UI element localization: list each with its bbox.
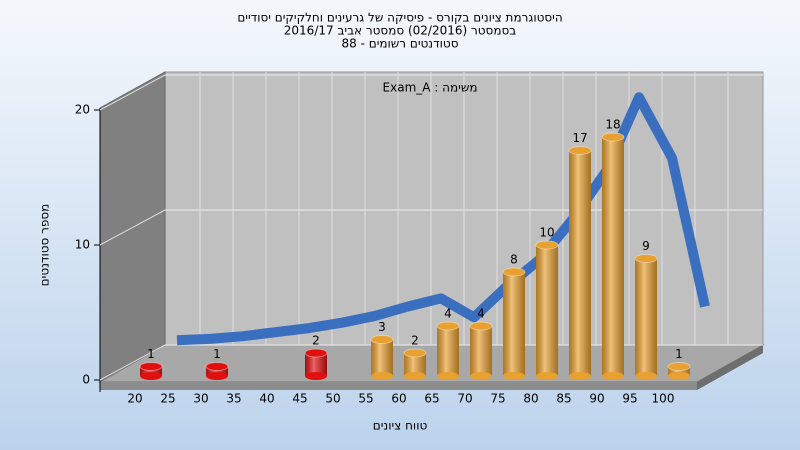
x-tick-label: 30 (193, 392, 208, 406)
x-tick-label: 35 (226, 392, 241, 406)
x-tick-label: 50 (325, 392, 340, 406)
bar-base (635, 372, 657, 380)
bar-base (503, 372, 525, 380)
floor (98, 344, 765, 383)
bar-top (304, 348, 328, 358)
chart-subtitle: בסמסטר (02/2016) סמסטר אביב 2016/17 (284, 24, 516, 38)
data-label: 1 (147, 347, 155, 361)
bar-base (536, 372, 558, 380)
x-tick-label: 90 (589, 392, 604, 406)
bar-shade (404, 353, 426, 376)
bar-shade (470, 326, 492, 376)
x-tick-label: 45 (292, 392, 307, 406)
bar-top (403, 348, 427, 358)
bar-shade (503, 272, 525, 376)
data-label: 18 (605, 118, 620, 132)
data-label: 17 (572, 131, 587, 145)
chart-title: היסטוגרמת ציונים בקורס - פיסיקה של גרעינ… (237, 11, 562, 25)
x-tick-label: 20 (127, 392, 142, 406)
bar-shade (140, 366, 162, 376)
data-label: 10 (539, 226, 554, 240)
data-label: 2 (312, 334, 320, 348)
x-tick-label: 75 (490, 392, 505, 406)
bar-base (569, 372, 591, 380)
grid-line (99, 209, 166, 246)
bar-shade (305, 353, 327, 376)
data-label: 4 (477, 307, 485, 321)
bar-top (436, 321, 460, 331)
x-tick-label: 40 (259, 392, 274, 406)
bar-shade (371, 339, 393, 376)
bar-base (305, 372, 327, 380)
y-tick-label: 20 (75, 103, 90, 117)
bar-top (370, 335, 394, 344)
bar-top (568, 146, 592, 155)
bar-shade (206, 366, 228, 376)
bar-top (205, 362, 229, 371)
x-tick-label: 55 (358, 392, 373, 406)
grid-line (99, 344, 166, 381)
bar-shade (668, 366, 690, 376)
bar-top (535, 240, 559, 250)
bar-shade (536, 245, 558, 376)
data-label: 1 (675, 347, 683, 361)
x-tick-label: 85 (556, 392, 571, 406)
floor-side (697, 345, 763, 390)
y-axis-label: מספר סטודנטים (38, 204, 52, 287)
bar-base (437, 372, 459, 380)
bar-top (667, 362, 691, 371)
data-label: 2 (411, 334, 419, 348)
bar-top (601, 132, 625, 142)
chart-subtitle: סטודנטים רשומים - 88 (341, 37, 458, 51)
bar-base (470, 372, 492, 380)
bar-base (404, 372, 426, 380)
floor-edge (100, 382, 697, 390)
data-label: 8 (510, 253, 518, 267)
bar-base (602, 372, 624, 380)
data-label: 4 (444, 307, 452, 321)
bar-shade (437, 326, 459, 376)
bar-base (371, 372, 393, 380)
bar-base (206, 372, 228, 380)
data-label: 9 (642, 239, 650, 253)
y-tick-label: 10 (75, 238, 90, 252)
bar-top (502, 267, 526, 277)
annotation: משימה : Exam_A (383, 81, 478, 95)
bar-top (139, 362, 163, 371)
x-tick-label: 100 (652, 392, 675, 406)
bar-base (140, 372, 162, 380)
x-tick-label: 80 (523, 392, 538, 406)
bar-top (469, 321, 493, 331)
x-tick-label: 25 (160, 392, 175, 406)
x-tick-label: 70 (457, 392, 472, 406)
bar-shade (635, 258, 657, 376)
data-label: 1 (213, 347, 221, 361)
y-tick-label: 0 (82, 373, 90, 387)
x-axis-label: טווח ציונים (373, 419, 428, 433)
bar-top (634, 254, 658, 263)
x-tick-label: 65 (424, 392, 439, 406)
bar-base (668, 372, 690, 380)
bar-shade (569, 150, 591, 376)
x-tick-label: 95 (622, 392, 637, 406)
bar-shade (602, 137, 624, 376)
grid-line (99, 74, 166, 111)
x-tick-label: 60 (391, 392, 406, 406)
data-label: 3 (378, 320, 386, 334)
